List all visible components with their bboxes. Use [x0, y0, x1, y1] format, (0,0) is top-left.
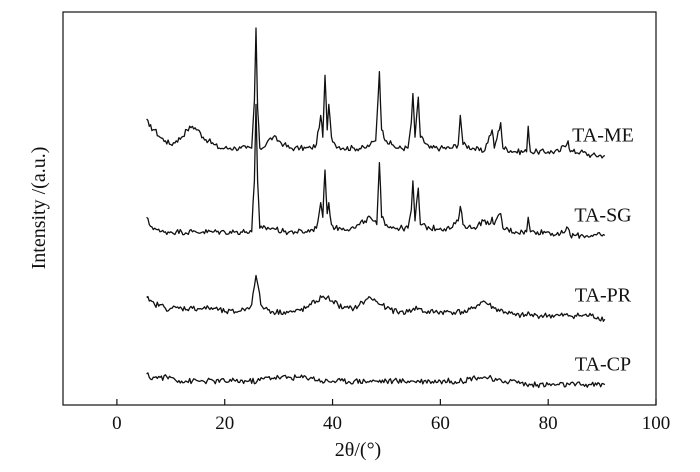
- x-tick-label: 80: [539, 413, 558, 434]
- plot-frame: [62, 11, 657, 406]
- x-tick-label: 20: [215, 413, 234, 434]
- x-tick-label: 100: [642, 413, 671, 434]
- series-line-ta-me: [146, 27, 606, 159]
- x-axis: 0 20 40 60 80 100: [112, 399, 670, 434]
- x-axis-title: 2θ/(°): [335, 439, 381, 461]
- x-tick-label: 60: [431, 413, 450, 434]
- series-layer: TA-ME TA-SG TA-PR TA-CP: [146, 27, 634, 389]
- y-axis-title: Intensity /(a.u.): [28, 147, 50, 270]
- series-label-ta-me: TA-ME: [572, 124, 634, 146]
- series-line-ta-pr: [146, 274, 606, 322]
- series-line-ta-sg: [146, 103, 606, 239]
- x-tick-label: 0: [112, 413, 122, 434]
- series-label-ta-pr: TA-PR: [575, 285, 632, 307]
- series-label-ta-sg: TA-SG: [574, 204, 631, 226]
- series-label-ta-cp: TA-CP: [575, 354, 631, 376]
- x-tick-label: 40: [323, 413, 342, 434]
- series-line-ta-cp: [146, 372, 606, 389]
